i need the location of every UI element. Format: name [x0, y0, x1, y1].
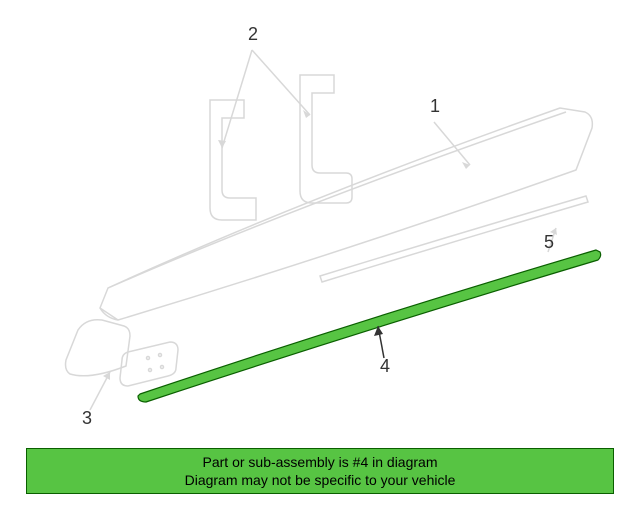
parts-diagram: 1 2 3 4 5 Part or sub-assembly is #4 in …	[0, 0, 640, 512]
callout-label-1: 1	[430, 96, 440, 117]
diagram-svg	[0, 0, 640, 512]
caption-line-1: Part or sub-assembly is #4 in diagram	[203, 453, 438, 471]
callout-label-3: 3	[82, 408, 92, 429]
caption-line-2: Diagram may not be specific to your vehi…	[185, 471, 456, 489]
callout-label-5: 5	[544, 232, 554, 253]
part-2-brackets	[210, 50, 352, 220]
part-1-running-board	[100, 108, 592, 320]
callout-label-4: 4	[380, 356, 390, 377]
caption-bar: Part or sub-assembly is #4 in diagram Di…	[26, 448, 614, 494]
callout-label-2: 2	[248, 24, 258, 45]
part-4-highlighted-molding	[138, 250, 601, 402]
